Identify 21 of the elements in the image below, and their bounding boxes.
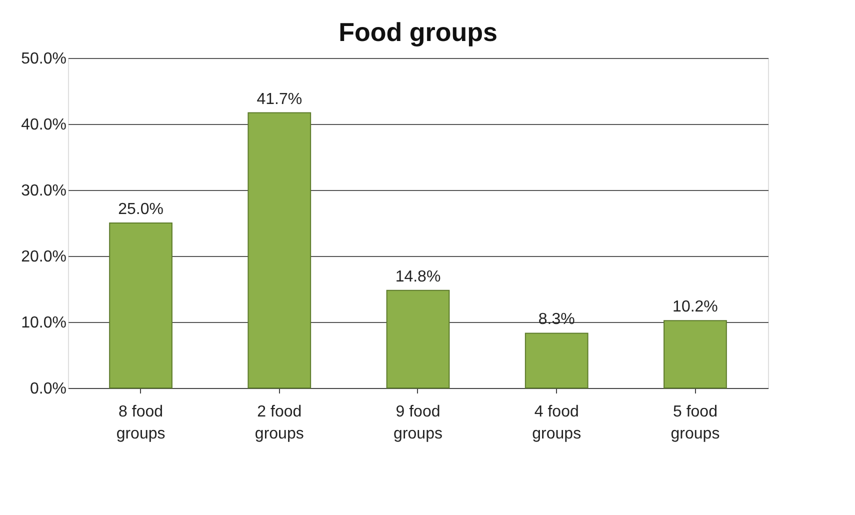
y-tick-label: 40.0% [21, 116, 66, 134]
data-label: 41.7% [256, 90, 302, 108]
y-tick-label: 20.0% [21, 248, 66, 266]
bar [664, 320, 727, 388]
x-tick-label: 8 food groups [116, 404, 166, 442]
y-tick-label: 30.0% [21, 182, 66, 200]
bar [524, 332, 588, 388]
x-tick-label: 5 food groups [670, 404, 720, 442]
chart-title: Food groups [338, 17, 498, 47]
x-tick-label: 4 food groups [532, 404, 582, 442]
bar [386, 290, 450, 388]
data-label: 25.0% [118, 201, 164, 218]
data-label: 14.8% [395, 268, 441, 286]
x-tick-label: 2 food groups [254, 404, 304, 442]
y-tick-label: 0.0% [30, 380, 66, 398]
x-tick-label: 9 food groups [394, 404, 442, 442]
bar [248, 112, 312, 388]
data-label: 10.2% [672, 298, 718, 316]
bar [109, 222, 172, 388]
y-tick-label: 10.0% [21, 314, 66, 332]
y-tick-label: 50.0% [21, 50, 66, 68]
